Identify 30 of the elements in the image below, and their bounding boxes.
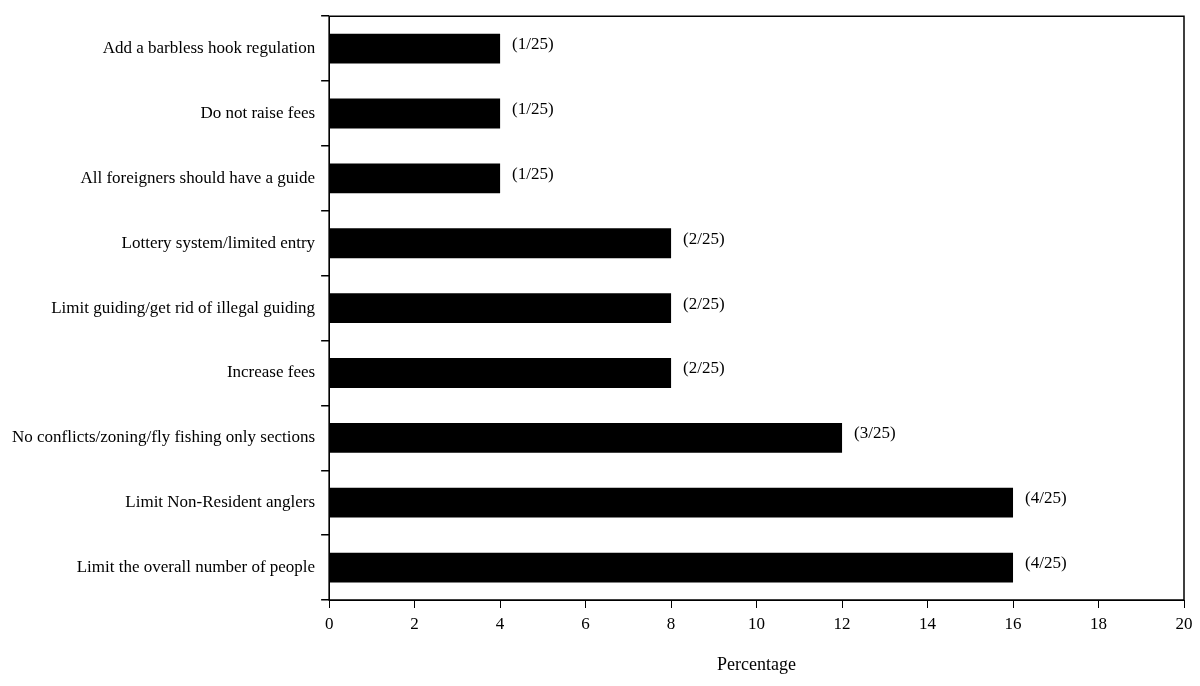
x-tick-label: 6: [581, 613, 590, 633]
y-tick-label: All foreigners should have a guide: [80, 167, 316, 187]
data-label: (1/25): [512, 163, 554, 183]
y-tick-label: Lottery system/limited entry: [121, 232, 316, 252]
x-tick-label: 2: [410, 613, 419, 633]
y-tick-label: Limit guiding/get rid of illegal guiding: [51, 297, 316, 317]
data-label: (1/25): [512, 34, 554, 54]
x-tick-label: 14: [919, 613, 937, 633]
x-tick-label: 0: [324, 613, 334, 633]
y-tick-label: Add a barbless hook regulation: [102, 38, 316, 58]
x-tick-label: 18: [1090, 613, 1108, 633]
data-label: (2/25): [683, 293, 725, 313]
data-label: (4/25): [1025, 553, 1067, 573]
x-tick-label: 20: [1175, 613, 1193, 633]
x-tick-label: 12: [833, 613, 851, 633]
data-label: (1/25): [512, 98, 554, 118]
y-tick-label: Do not raise fees: [200, 102, 316, 122]
x-tick-label: 8: [666, 613, 676, 633]
y-tick-label: Limit the overall number of people: [76, 557, 316, 577]
x-axis-title: Percentage: [717, 653, 797, 674]
x-tick-label: 10: [748, 613, 766, 633]
data-label: (2/25): [683, 358, 725, 378]
x-tick-label: 16: [1004, 613, 1022, 633]
y-tick-label: Increase fees: [226, 362, 316, 382]
x-tick-label: 4: [495, 613, 505, 633]
data-label: (3/25): [854, 423, 896, 443]
data-label: (2/25): [683, 228, 725, 248]
data-label: (4/25): [1025, 488, 1067, 508]
y-tick-label: Limit Non-Resident anglers: [125, 492, 316, 512]
y-tick-label: No conflicts/zoning/fly fishing only sections: [11, 427, 316, 447]
